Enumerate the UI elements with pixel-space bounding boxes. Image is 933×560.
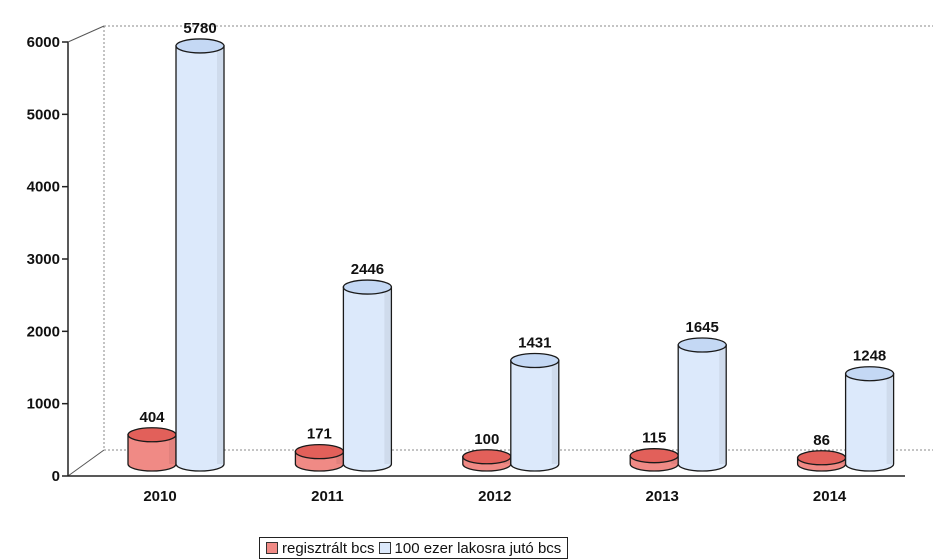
y-tick-label: 5000 <box>27 106 60 123</box>
data-label-per-100k-2013: 1645 <box>686 319 719 336</box>
y-tick-label: 2000 <box>27 323 60 340</box>
legend-item-series-1: 100 ezer lakosra jutó bcs <box>378 539 562 557</box>
legend-label-series-1: 100 ezer lakosra jutó bcs <box>394 539 562 557</box>
data-label-registered-2012: 100 <box>474 431 499 448</box>
legend-item-series-0: regisztrált bcs <box>266 540 375 557</box>
y-tick-label: 4000 <box>27 179 60 196</box>
legend-label-series-0: regisztrált bcs <box>282 539 375 557</box>
bar-chart: 0 1000 2000 3000 4000 5000 6000 404 5780 171 2446… <box>27 20 933 505</box>
category-labels: 2010 2011 2012 2013 2014 <box>143 488 847 505</box>
x-category-label-2010: 2010 <box>143 488 176 505</box>
y-tick-label: 1000 <box>27 396 60 413</box>
bar-registered-2014 <box>796 450 847 472</box>
x-category-label-2013: 2013 <box>646 488 679 505</box>
legend-swatch-series-0 <box>266 542 278 554</box>
y-tick-label: 0 <box>52 468 60 485</box>
data-label-per-100k-2011: 2446 <box>351 261 384 278</box>
chart-legend: regisztrált bcs 100 ezer lakosra jutó bc… <box>259 537 569 559</box>
data-label-registered-2014: 86 <box>813 432 830 449</box>
legend-swatch-series-1 <box>378 542 391 554</box>
y-tick-label: 6000 <box>27 34 60 51</box>
x-category-label-2012: 2012 <box>478 488 511 505</box>
y-axis-ticks: 0 1000 2000 3000 4000 5000 6000 <box>27 34 68 485</box>
data-label-registered-2013: 115 <box>642 430 666 447</box>
bar-per-100k-2011 <box>342 279 393 472</box>
floor-edge-left <box>67 449 105 477</box>
data-label-per-100k-2014: 1248 <box>853 348 886 365</box>
bar-registered-2012 <box>462 449 512 472</box>
x-category-label-2014: 2014 <box>813 488 847 505</box>
bar-registered-2010 <box>127 427 177 472</box>
wall-edge-top <box>67 25 105 43</box>
x-category-label-2011: 2011 <box>311 488 344 505</box>
data-label-per-100k-2010: 5780 <box>183 20 216 37</box>
chart-bars <box>127 38 895 472</box>
bar-registered-2013 <box>629 448 679 472</box>
bar-per-100k-2014 <box>844 366 895 472</box>
data-label-registered-2011: 171 <box>307 426 332 443</box>
bar-per-100k-2013 <box>677 337 727 472</box>
data-labels: 404 5780 171 2446 100 1431 115 1645 86 1248 <box>139 20 886 449</box>
bar-per-100k-2012 <box>510 352 560 472</box>
bar-registered-2011 <box>294 443 345 472</box>
data-label-per-100k-2012: 1431 <box>518 334 551 351</box>
bar-per-100k-2010 <box>175 38 225 472</box>
data-label-registered-2010: 404 <box>139 409 165 426</box>
y-tick-label: 3000 <box>27 251 60 268</box>
